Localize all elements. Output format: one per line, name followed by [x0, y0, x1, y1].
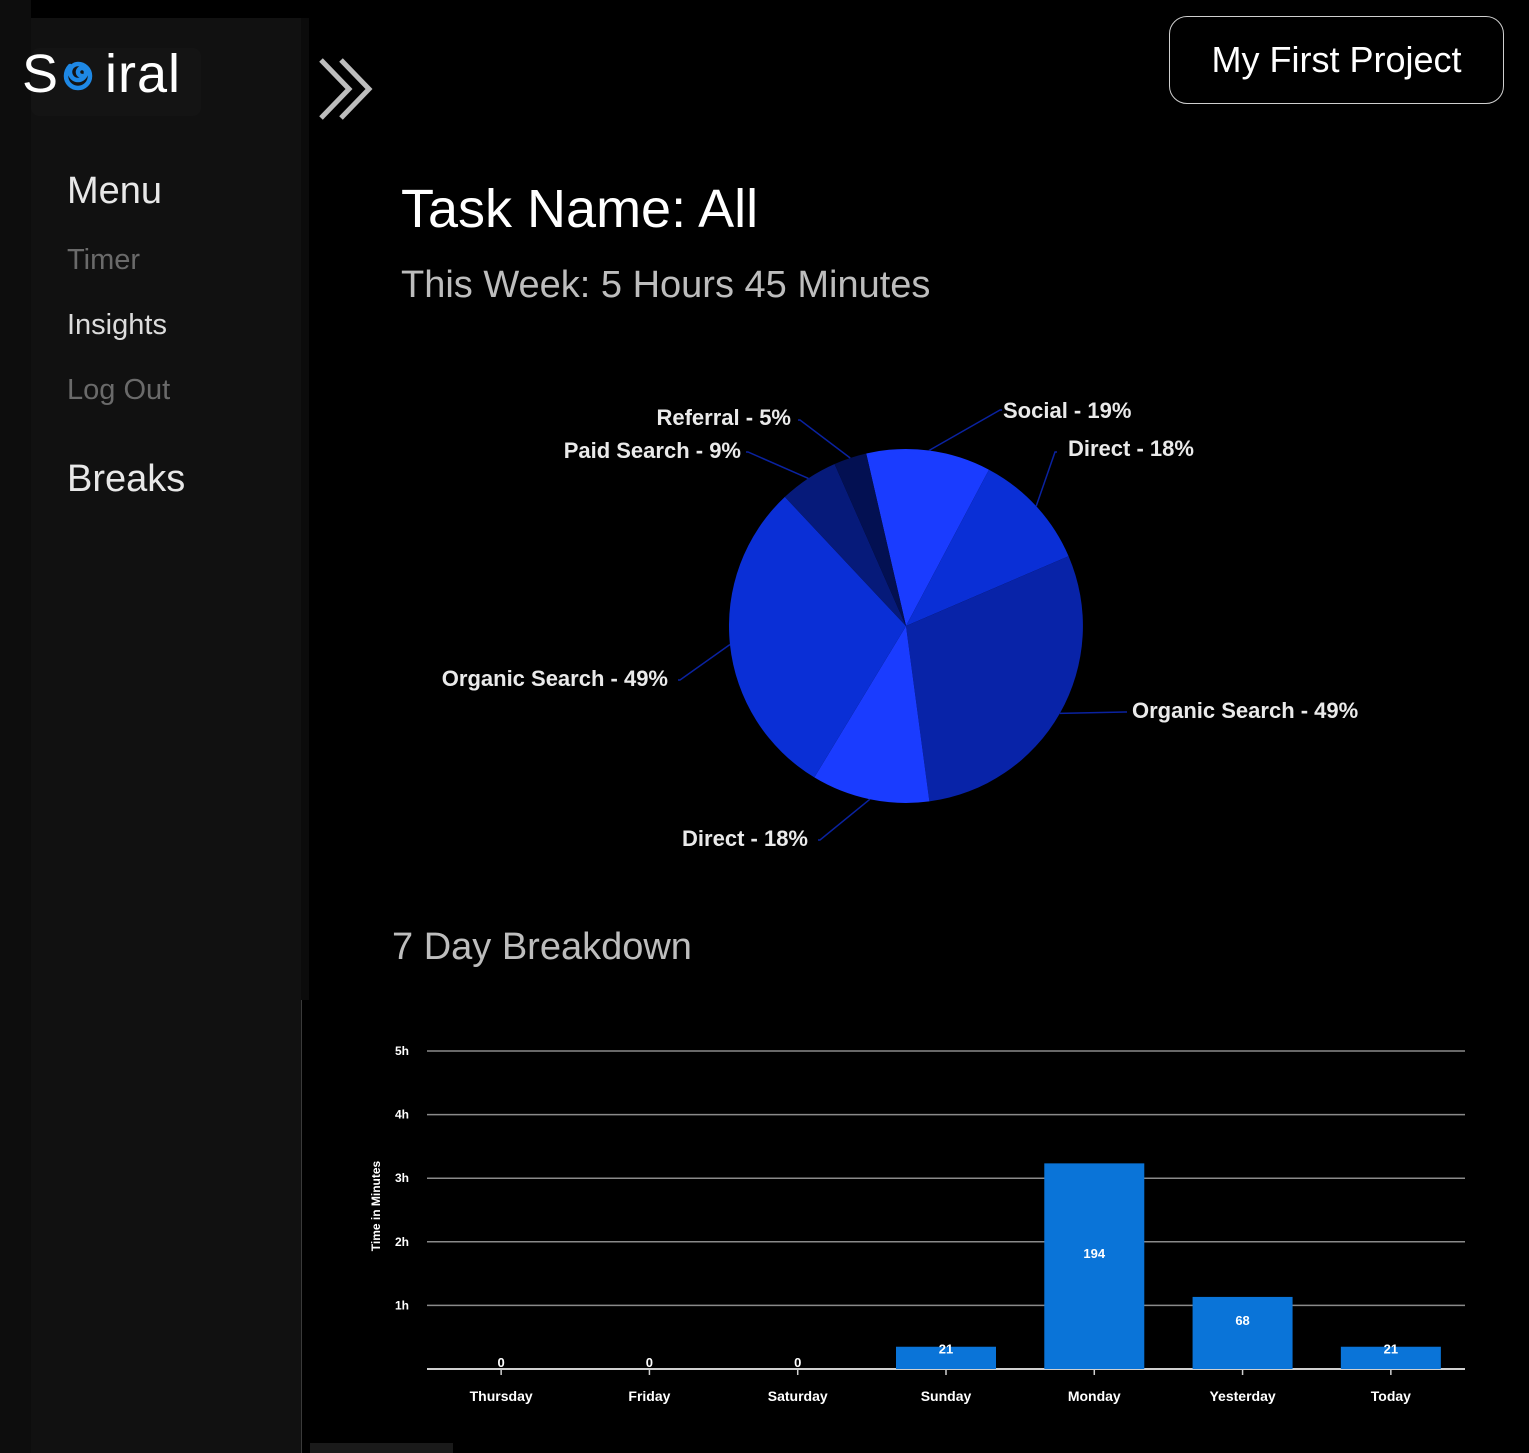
week-summary: This Week: 5 Hours 45 Minutes — [401, 264, 931, 306]
bar-value-label: 21 — [939, 1342, 953, 1357]
pie-leader-line — [928, 409, 1002, 452]
pie-leader-line — [678, 643, 731, 681]
pie-label: Organic Search - 49% — [442, 666, 668, 691]
pie-chart: Social - 19% Direct - 18% Organic Search -… — [442, 398, 1358, 851]
app-logo[interactable]: S iral — [22, 44, 181, 104]
pie-slice[interactable] — [814, 626, 930, 803]
menu-heading: Menu — [67, 170, 163, 212]
x-tick-label: Saturday — [768, 1388, 828, 1404]
bar-value-label: 21 — [1384, 1342, 1398, 1357]
pie-label: Referral - 5% — [656, 405, 791, 430]
y-tick-label: 2h — [395, 1235, 409, 1249]
pie-label: Organic Search - 49% — [1132, 698, 1358, 723]
bar-value-label: 68 — [1235, 1313, 1249, 1328]
logo-backdrop — [31, 48, 201, 116]
sidebar: Menu Timer Insights Log Out Breaks — [31, 18, 302, 1453]
bar[interactable] — [1044, 1163, 1145, 1369]
y-tick-label: 4h — [395, 1108, 409, 1122]
page-title: Task Name: All — [401, 179, 759, 239]
pie-label: Paid Search - 9% — [564, 438, 741, 463]
window-edge — [0, 0, 31, 1453]
bar-value-label: 0 — [794, 1355, 801, 1370]
x-tick-label: Sunday — [921, 1388, 972, 1404]
x-tick-label: Thursday — [470, 1388, 533, 1404]
breaks-heading[interactable]: Breaks — [67, 458, 186, 500]
bar-value-label: 194 — [1083, 1246, 1105, 1261]
spiral-icon — [63, 61, 93, 91]
bar-value-label: 0 — [498, 1355, 505, 1370]
logo-text-left: S — [22, 44, 60, 104]
pie-slice[interactable] — [834, 453, 906, 627]
y-tick-label: 5h — [395, 1044, 409, 1058]
project-selector-button[interactable]: My First Project — [1169, 16, 1504, 104]
sidebar-item-log-out[interactable]: Log Out — [67, 374, 171, 406]
pie-slice[interactable] — [906, 469, 1069, 626]
pie-slice[interactable] — [784, 464, 906, 626]
double-chevron-right-icon[interactable] — [315, 56, 379, 122]
sidebar-item-insights[interactable]: Insights — [67, 309, 167, 341]
pie-label: Direct - 18% — [682, 826, 808, 851]
bar[interactable] — [1192, 1296, 1293, 1369]
y-axis-label: Time in Minutes — [369, 1160, 383, 1251]
pie-slice[interactable] — [728, 496, 906, 778]
x-tick-label: Friday — [628, 1388, 670, 1404]
logo-text-right: iral — [105, 44, 182, 104]
scroll-tab — [310, 1443, 453, 1453]
x-tick-label: Yesterday — [1209, 1388, 1275, 1404]
pie-leader-line — [798, 419, 851, 459]
bar-value-label: 0 — [646, 1355, 653, 1370]
pie-slice[interactable] — [906, 556, 1083, 802]
bar[interactable] — [1340, 1346, 1441, 1369]
bar[interactable] — [896, 1346, 996, 1369]
y-tick-label: 1h — [395, 1298, 409, 1312]
sidebar-item-timer[interactable]: Timer — [67, 244, 141, 276]
pie-leader-line — [746, 451, 809, 480]
y-tick-label: 3h — [395, 1171, 409, 1185]
x-tick-label: Monday — [1068, 1388, 1121, 1404]
pie-leader-line — [818, 798, 871, 841]
breakdown-heading: 7 Day Breakdown — [392, 926, 692, 968]
pie-leader-line — [1035, 451, 1057, 507]
x-tick-label: Today — [1371, 1388, 1411, 1404]
pie-slice[interactable] — [866, 448, 989, 626]
pie-label: Direct - 18% — [1068, 436, 1194, 461]
sidebar-divider — [301, 18, 309, 1000]
pie-leader-line — [1059, 711, 1127, 715]
pie-label: Social - 19% — [1003, 398, 1131, 423]
